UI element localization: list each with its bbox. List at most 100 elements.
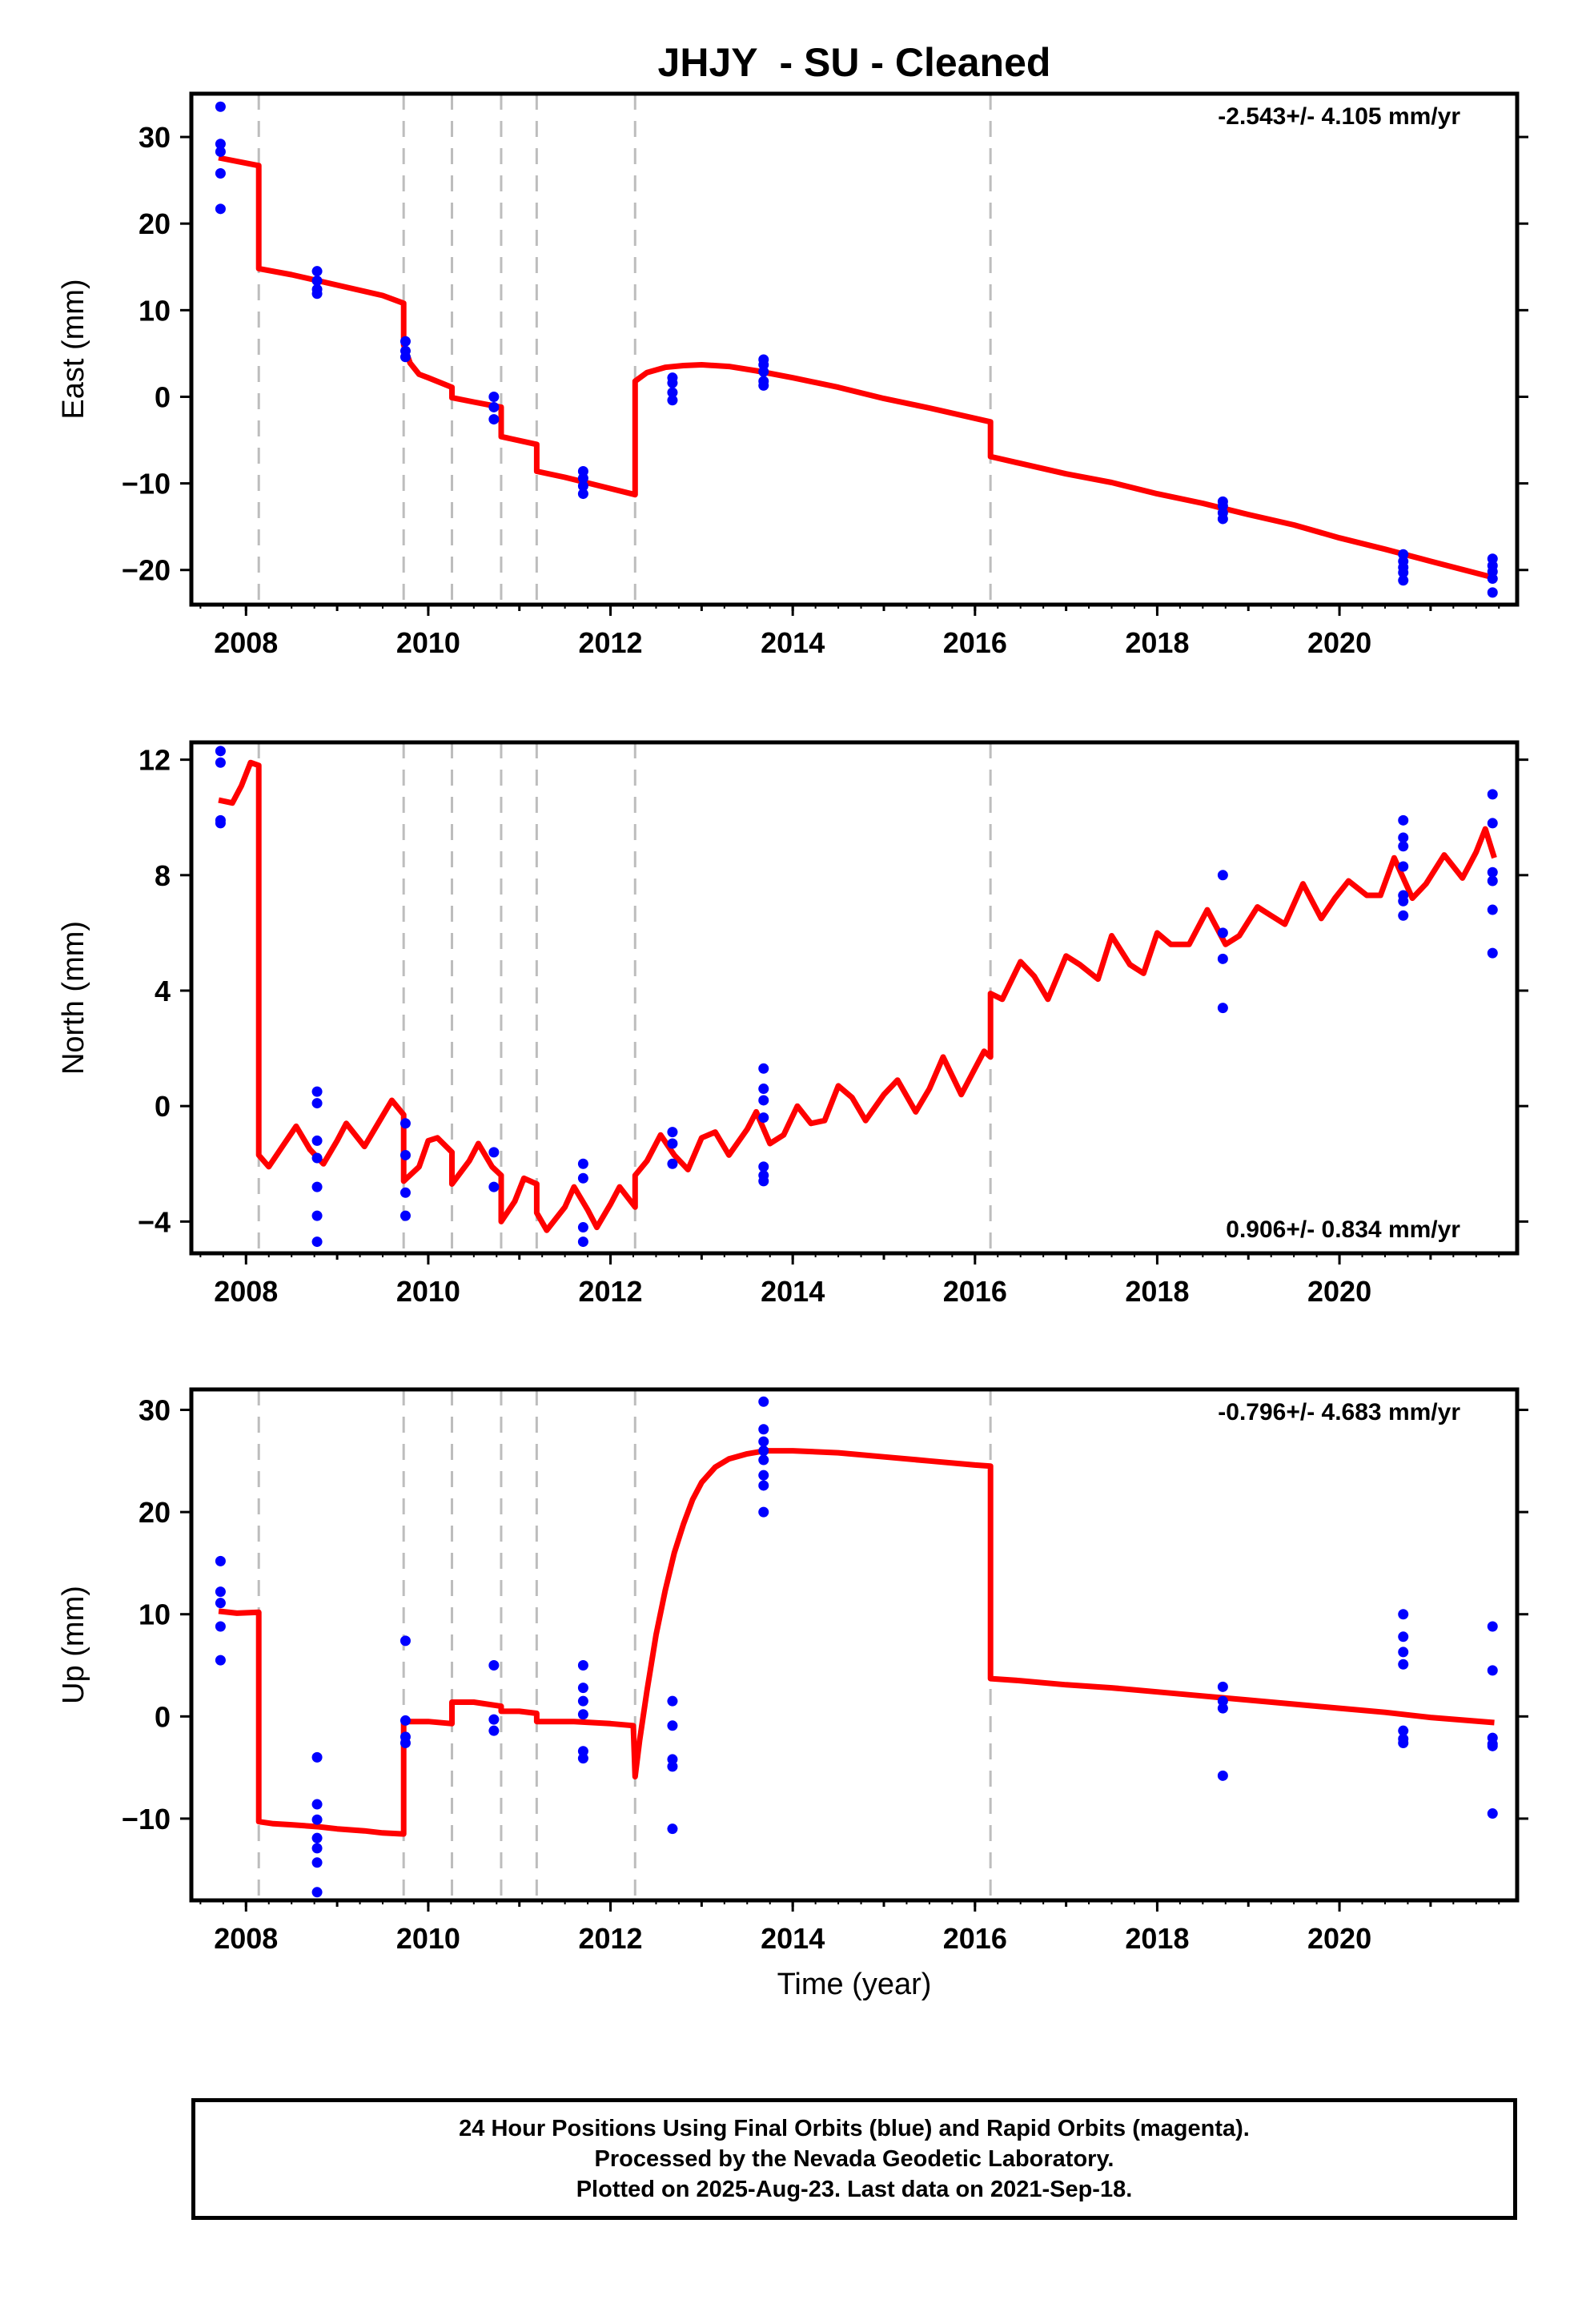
north-data-point	[311, 1236, 323, 1248]
up-data-point	[667, 1761, 678, 1772]
up-data-point	[1398, 1659, 1409, 1670]
up-data-point	[667, 1720, 678, 1731]
up-data-point	[758, 1506, 769, 1518]
up-data-point	[577, 1709, 588, 1720]
east-rate-annotation: -2.543+/- 4.105 mm/yr	[1218, 103, 1460, 130]
north-data-point	[577, 1236, 588, 1248]
north-data-point	[1487, 866, 1498, 878]
north-x-tick-label: 2016	[943, 1275, 1007, 1308]
north-data-point	[1487, 789, 1498, 800]
up-data-point	[1217, 1681, 1228, 1692]
up-y-axis-label: Up (mm)	[57, 1586, 90, 1704]
east-data-point	[311, 266, 323, 277]
up-data-point	[311, 1857, 323, 1868]
footer-info-box: 24 Hour Positions Using Final Orbits (bl…	[191, 2098, 1517, 2220]
up-data-point	[667, 1754, 678, 1765]
north-data-point	[1217, 1003, 1228, 1014]
east-data-point	[488, 401, 500, 412]
north-data-point	[1398, 832, 1409, 843]
east-data-point	[577, 489, 588, 500]
east-data-point	[1217, 513, 1228, 525]
north-data-point	[1487, 875, 1498, 887]
north-data-point	[1398, 895, 1409, 907]
up-data-point	[400, 1635, 411, 1647]
north-data-point	[667, 1127, 678, 1138]
east-plot-frame	[189, 91, 1520, 607]
up-data-point	[1487, 1740, 1498, 1751]
east-data-point	[215, 101, 226, 112]
up-data-point	[311, 1814, 323, 1825]
north-data-point	[311, 1210, 323, 1221]
north-data-point	[667, 1138, 678, 1149]
up-data-point	[758, 1424, 769, 1435]
north-data-point	[1487, 947, 1498, 959]
up-data-point	[1398, 1725, 1409, 1736]
north-rate-annotation: 0.906+/- 0.834 mm/yr	[1226, 1216, 1460, 1243]
north-data-point	[758, 1095, 769, 1106]
up-data-point	[1398, 1647, 1409, 1658]
up-data-point	[577, 1683, 588, 1694]
north-data-point	[311, 1086, 323, 1097]
north-y-tick-label: 0	[155, 1090, 171, 1123]
up-data-point	[311, 1843, 323, 1854]
footer-line-orbits: 24 Hour Positions Using Final Orbits (bl…	[459, 2116, 1250, 2141]
north-data-point	[311, 1135, 323, 1146]
x-axis-label: Time (year)	[777, 1968, 932, 2001]
up-x-tick-label: 2012	[578, 1922, 642, 1955]
east-y-tick-label: 10	[139, 294, 171, 327]
north-data-point	[577, 1222, 588, 1233]
north-x-tick-label: 2020	[1307, 1275, 1371, 1308]
north-y-axis-label: North (mm)	[57, 921, 90, 1075]
up-data-point	[667, 1695, 678, 1707]
up-data-point	[215, 1655, 226, 1666]
up-data-point	[311, 1832, 323, 1844]
east-data-point	[488, 391, 500, 402]
north-data-point	[1398, 841, 1409, 852]
north-y-tick-label: 8	[155, 859, 171, 892]
north-data-point	[1398, 814, 1409, 826]
up-data-point	[488, 1714, 500, 1725]
up-panel: 2008 2010 2012 2014 2016 2018 2020 −10 0 10 20 30 Up…	[57, 1387, 1528, 1955]
north-model-line	[218, 759, 1497, 1233]
north-data-point	[1398, 910, 1409, 921]
east-data-point	[577, 480, 588, 492]
north-y-tick-label: 12	[139, 744, 171, 777]
up-y-tick-label: 10	[139, 1598, 171, 1631]
east-data-point	[667, 387, 678, 398]
up-data-point	[311, 1799, 323, 1810]
footer-line-processed: Processed by the Nevada Geodetic Laborat…	[594, 2146, 1114, 2172]
north-data-point	[311, 1152, 323, 1164]
up-model-line	[218, 1448, 1495, 1837]
north-x-tick-label: 2014	[761, 1275, 825, 1308]
up-data-point	[758, 1470, 769, 1481]
up-data-point	[758, 1396, 769, 1407]
up-data-point	[758, 1480, 769, 1491]
north-x-tick-label: 2012	[578, 1275, 642, 1308]
east-data-point	[1487, 573, 1498, 585]
up-data-point	[311, 1751, 323, 1763]
north-data-point	[1398, 861, 1409, 872]
up-plot-frame	[189, 1387, 1520, 1903]
north-data-point	[311, 1181, 323, 1192]
up-x-tick-label: 2014	[761, 1922, 825, 1955]
north-data-point	[577, 1158, 588, 1169]
up-data-point	[577, 1753, 588, 1764]
up-data-point	[577, 1746, 588, 1757]
east-model-line	[218, 155, 1496, 581]
up-data-point	[215, 1586, 226, 1598]
north-panel: 2008 2010 2012 2014 2016 2018 2020 −4 0 4 8 12 North…	[57, 740, 1528, 1308]
up-data-point	[215, 1621, 226, 1632]
east-data-point	[1398, 567, 1409, 578]
up-data-point	[758, 1445, 769, 1457]
up-data-point	[577, 1660, 588, 1671]
chart-title: JHJY - SU - Cleaned	[658, 40, 1051, 85]
east-x-tick-label: 2012	[578, 626, 642, 659]
east-data-point	[577, 472, 588, 484]
north-data-point	[1217, 870, 1228, 881]
up-data-point	[1398, 1737, 1409, 1748]
north-data-point	[215, 757, 226, 768]
north-x-tick-label: 2010	[396, 1275, 460, 1308]
north-y-tick-label: 4	[155, 975, 171, 1007]
north-data-point	[758, 1176, 769, 1187]
